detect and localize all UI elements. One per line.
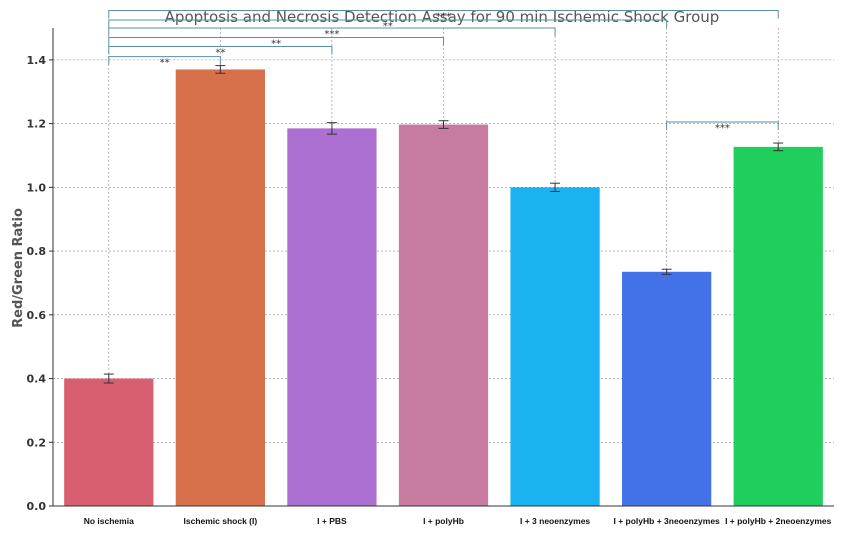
tick-labels: 0.0 0.2 0.4 0.6 0.8 1.0 1.2 1.4 No ischemia Ische… [27, 54, 832, 526]
x-tick-label: I + polyHb [423, 516, 464, 526]
bar [64, 378, 154, 506]
bar [398, 124, 489, 506]
significance-label: ** [383, 21, 393, 32]
y-axis-label: Red/Green Ratio [11, 208, 26, 328]
x-tick-label: Ischemic shock (I) [184, 516, 258, 526]
significance-label: *** [436, 11, 451, 22]
bar [287, 128, 377, 506]
significance-bracket [108, 45, 333, 55]
y-tick-label: 0.8 [27, 245, 47, 258]
axes [49, 28, 834, 507]
significance-label: ** [160, 58, 170, 69]
bar [622, 271, 712, 506]
significance-bracket [108, 27, 556, 36]
bars [64, 69, 823, 507]
bar [733, 146, 823, 506]
significance-brackets: ***************** [108, 9, 779, 134]
y-tick-label: 1.4 [27, 54, 47, 67]
y-tick-label: 1.0 [27, 181, 47, 194]
significance-bracket [108, 37, 444, 46]
significance-bracket [666, 121, 779, 131]
error-bars [103, 65, 784, 384]
x-tick-label: I + 3 neoenzymes [520, 516, 590, 526]
y-tick-label: 0.4 [27, 373, 47, 386]
y-tick-label: 0.6 [27, 309, 47, 322]
significance-label: ** [271, 39, 281, 50]
significance-label: *** [324, 29, 339, 40]
chart-title: Apoptosis and Necrosis Detection Assay f… [165, 8, 720, 26]
bar [510, 187, 600, 507]
bar [175, 69, 265, 506]
x-tick-label: I + polyHb + 2neoenzymes [725, 516, 832, 526]
significance-label: *** [715, 123, 730, 134]
x-tick-label: I + polyHb + 3neoenzymes [613, 516, 720, 526]
y-tick-label: 0.2 [27, 436, 47, 449]
y-tick-label: 0.0 [27, 500, 47, 513]
y-tick-label: 1.2 [27, 118, 47, 131]
significance-label: ** [215, 47, 225, 58]
x-tick-label: I + PBS [317, 516, 347, 526]
x-tick-label: No ischemia [84, 516, 134, 526]
significance-bracket [108, 9, 779, 19]
significance-bracket [108, 19, 668, 29]
significance-bracket [108, 56, 221, 65]
